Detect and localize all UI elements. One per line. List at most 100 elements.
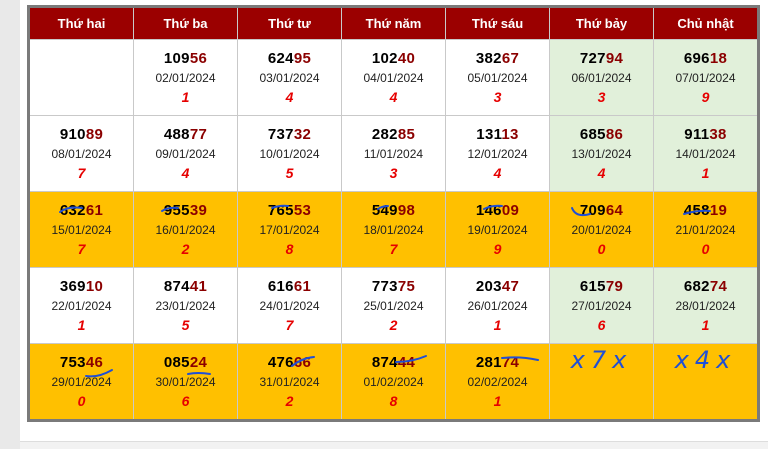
- result-number-head: 109: [163, 49, 190, 67]
- result-number-tail: 32: [293, 125, 312, 143]
- digit-sum: 4: [597, 164, 606, 181]
- day-cell: 48877 09/01/2024 4: [133, 115, 238, 192]
- result-number-head: 615: [579, 277, 606, 295]
- digit-sum: 5: [181, 316, 190, 333]
- day-cell: 72794 06/01/2024 3: [549, 39, 654, 116]
- result-number-head: 458: [683, 201, 710, 219]
- day-cell: 14609 19/01/2024 9: [445, 191, 550, 268]
- digit-sum: 8: [285, 240, 294, 257]
- day-cell: 10240 04/01/2024 4: [341, 39, 446, 116]
- result-number-tail: 61: [293, 277, 312, 295]
- day-cell: 63261 15/01/2024 7: [28, 191, 134, 268]
- draw-date: 18/01/2024: [363, 222, 424, 237]
- draw-date: 01/02/2024: [363, 374, 424, 389]
- header-sunday: Chủ nhật: [653, 6, 759, 40]
- result-number: 72794: [550, 49, 653, 69]
- digit-sum: 1: [493, 316, 502, 333]
- day-cell: 61661 24/01/2024 7: [237, 267, 342, 344]
- day-cell: 70964 20/01/2024 0: [549, 191, 654, 268]
- draw-date: 02/01/2024: [155, 70, 216, 85]
- result-number-tail: 19: [709, 201, 728, 219]
- result-number-tail: 95: [293, 49, 312, 67]
- digit-sum: 0: [701, 240, 710, 257]
- draw-date: 14/01/2024: [675, 146, 736, 161]
- handwritten-underline-mark: [395, 355, 427, 363]
- digit-sum: 9: [701, 88, 710, 105]
- day-cell: 28285 11/01/2024 3: [341, 115, 446, 192]
- result-number-tail: 38: [709, 125, 727, 143]
- digit-sum: 4: [285, 88, 294, 105]
- result-number-head: 369: [59, 277, 86, 295]
- result-number-head: 911: [684, 125, 710, 143]
- digit-sum: 2: [285, 392, 294, 409]
- result-number-head: 203: [475, 277, 502, 295]
- draw-date: 22/01/2024: [51, 298, 112, 313]
- result-number-head: 753: [59, 353, 86, 371]
- draw-date: 15/01/2024: [51, 222, 112, 237]
- result-number: 61579: [550, 277, 653, 297]
- result-number-tail: 40: [397, 49, 416, 67]
- result-number: 68586: [550, 125, 653, 145]
- draw-date: 02/02/2024: [467, 374, 528, 389]
- digit-sum: 3: [493, 88, 502, 105]
- result-number-head: 737: [267, 125, 294, 143]
- digit-sum: 4: [493, 164, 502, 181]
- result-number: 62495: [238, 49, 341, 69]
- day-cell: 61579 27/01/2024 6: [549, 267, 654, 344]
- week-row: 91089 08/01/2024 7 48877 09/01/2024 4 73732 10/…: [28, 115, 759, 192]
- result-number-tail: 39: [189, 201, 208, 219]
- day-cell: 10956 02/01/2024 1: [133, 39, 238, 116]
- header-thursday: Thứ năm: [341, 6, 446, 40]
- result-number-tail: 94: [605, 49, 624, 67]
- result-number: 10240: [342, 49, 445, 69]
- result-number-tail: 64: [605, 201, 624, 219]
- result-number-head: 685: [579, 125, 606, 143]
- week-row: 75346 29/01/2024 0 08524 30/01/2024 6 47666 31/…: [28, 343, 759, 421]
- digit-sum: 5: [285, 164, 294, 181]
- result-number-head: 382: [475, 49, 502, 67]
- day-cell: 68586 13/01/2024 4: [549, 115, 654, 192]
- day-cell: 47666 31/01/2024 2: [237, 343, 342, 421]
- result-number-head: 955: [163, 201, 190, 219]
- handwritten-prediction: x7x: [570, 346, 633, 374]
- draw-date: 19/01/2024: [467, 222, 528, 237]
- draw-date: 07/01/2024: [675, 70, 736, 85]
- header-wednesday: Thứ tư: [237, 6, 342, 40]
- digit-sum: 1: [493, 392, 502, 409]
- result-number-tail: 61: [85, 201, 104, 219]
- draw-date: 06/01/2024: [571, 70, 632, 85]
- draw-date: 16/01/2024: [155, 222, 216, 237]
- draw-date: 12/01/2024: [467, 146, 528, 161]
- draw-date: 24/01/2024: [259, 298, 320, 313]
- day-cell: 36910 22/01/2024 1: [28, 267, 134, 344]
- result-number-head: 727: [579, 49, 606, 67]
- result-number-tail: 67: [501, 49, 520, 67]
- day-cell: 69618 07/01/2024 9: [653, 39, 759, 116]
- result-number: 13113: [446, 125, 549, 145]
- digit-sum: 0: [77, 392, 86, 409]
- result-number: 38267: [446, 49, 549, 69]
- digit-sum: 3: [389, 164, 398, 181]
- result-number-tail: 89: [85, 125, 104, 143]
- result-number-head: 632: [59, 201, 86, 219]
- digit-sum: 7: [77, 164, 86, 181]
- handwritten-underline-mark: [59, 206, 83, 213]
- digit-sum: 4: [389, 88, 398, 105]
- digit-sum: 0: [597, 240, 606, 257]
- header-saturday: Thứ bảy: [549, 6, 654, 40]
- result-number-head: 085: [163, 353, 190, 371]
- digit-sum: 7: [77, 240, 86, 257]
- day-cell: 76553 17/01/2024 8: [237, 191, 342, 268]
- handwritten-underline-mark: [377, 205, 389, 210]
- result-number-head: 476: [267, 353, 294, 371]
- result-number-tail: 79: [605, 277, 624, 295]
- digit-sum: 4: [181, 164, 190, 181]
- handwritten-underline-mark: [291, 356, 315, 367]
- day-cell: 13113 12/01/2024 4: [445, 115, 550, 192]
- weekday-header-row: Thứ hai Thứ ba Thứ tư Thứ năm Thứ sáu Th…: [28, 6, 759, 40]
- result-number: 08524: [134, 353, 237, 373]
- result-number: 87444: [342, 353, 445, 373]
- result-number-tail: 41: [189, 277, 208, 295]
- day-cell: 08524 30/01/2024 6: [133, 343, 238, 421]
- draw-date: 11/01/2024: [363, 146, 424, 161]
